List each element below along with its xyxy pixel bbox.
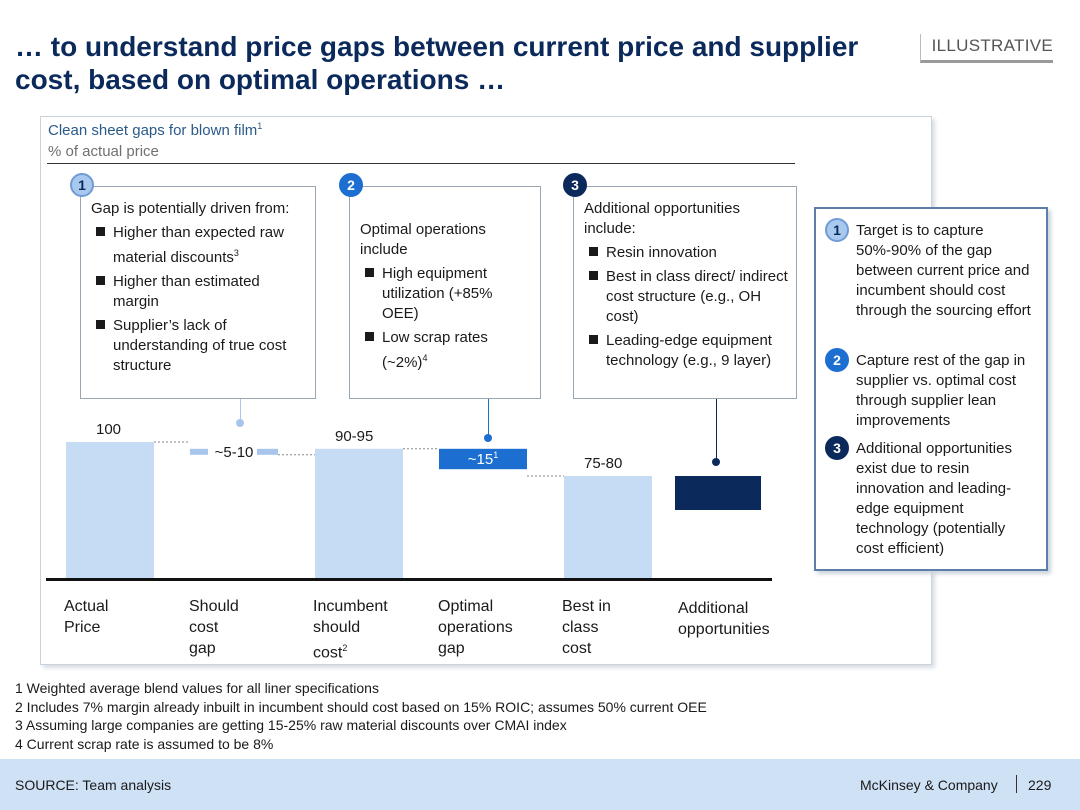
chart-title-rule <box>47 163 795 164</box>
chart-title-text: Clean sheet gaps for blown film <box>48 122 258 139</box>
bullet-icon <box>589 247 598 256</box>
callout-2-heading: Optimal operations include <box>360 221 486 258</box>
category-footnote: 2 <box>342 643 348 653</box>
callout-1-heading: Gap is potentially driven from: <box>91 200 290 217</box>
category-label-optimal-operations-gap: Optimal operations gap <box>438 598 513 657</box>
bar-optimal-operations-gap <box>439 448 527 470</box>
bar-should-cost-gap-left <box>190 448 208 455</box>
bullet-icon <box>589 335 598 344</box>
data-label-2: 90-95 <box>335 428 373 445</box>
x-axis <box>46 578 772 581</box>
bullet-icon <box>589 271 598 280</box>
data-label-should-cost-gap: ~5-10 <box>215 444 254 461</box>
footer-divider <box>1016 775 1017 793</box>
callout-3-heading: Additional opportunities include: <box>584 200 740 237</box>
bullet-icon <box>96 227 105 236</box>
summary-item-2: Capture rest of the gap in supplier vs. … <box>856 352 1026 429</box>
footnote-1: 1 Weighted average blend values for all … <box>15 680 379 696</box>
list-item-text: Leading-edge equipment technology (e.g.,… <box>606 332 772 369</box>
list-item: Higher than expected raw material discou… <box>91 223 307 268</box>
callout-1-list: Higher than expected raw material discou… <box>91 223 307 376</box>
bar-best-in-class-cost <box>564 476 652 578</box>
list-item: Best in class direct/ indirect cost stru… <box>584 267 788 327</box>
connector-line-2 <box>488 399 489 435</box>
callout-2-list: High equipment utilization (+85% OEE) Lo… <box>360 264 532 373</box>
bar-additional-opportunities <box>675 476 761 510</box>
list-item: Leading-edge equipment technology (e.g.,… <box>584 331 788 371</box>
company-name: McKinsey & Company <box>860 777 998 793</box>
connector-dot-1 <box>236 419 244 427</box>
callout-number-1: 1 <box>70 173 94 197</box>
category-label-additional-opportunities: Additional opportunities <box>678 600 770 638</box>
connector-line-1 <box>240 399 241 420</box>
bullet-icon <box>96 320 105 329</box>
callout-number-2: 2 <box>339 173 363 197</box>
category-label-should-cost-gap: Should cost gap <box>189 598 239 657</box>
callout-box-1: Gap is potentially driven from: Higher t… <box>80 186 316 399</box>
bullet-icon <box>96 276 105 285</box>
footer-bar <box>0 759 1080 810</box>
chart-title: Clean sheet gaps for blown film1 <box>48 121 262 139</box>
data-label-0: 100 <box>96 421 121 438</box>
callout-3-list: Resin innovation Best in class direct/ i… <box>584 243 788 371</box>
callout-box-2: Optimal operations include High equipmen… <box>349 186 541 399</box>
connector-line-3 <box>716 399 717 459</box>
page-title: … to understand price gaps between curre… <box>15 31 859 95</box>
footnote-2: 2 Includes 7% margin already inbuilt in … <box>15 698 707 715</box>
footnotes: 1 Weighted average blend values for all … <box>15 679 707 753</box>
connector-dot-2 <box>484 434 492 442</box>
bullet-icon <box>365 268 374 277</box>
summary-number-2: 2 <box>825 348 849 372</box>
list-item-text: Low scrap rates (~2%) <box>382 329 488 371</box>
footnote-4: 4 Current scrap rate is assumed to be 8% <box>15 735 274 752</box>
chart-title-footnote: 1 <box>257 121 263 131</box>
source-text: SOURCE: Team analysis <box>15 777 172 793</box>
data-label-optimal-operations-gap: ~151 <box>468 450 498 468</box>
summary-item-1: Target is to capture 50%-90% of the gap … <box>856 222 1031 319</box>
summary-number-3: 3 <box>825 436 849 460</box>
footnote-3: 3 Assuming large companies are getting 1… <box>15 717 567 733</box>
connector-dot-3 <box>712 458 720 466</box>
list-item-text: Supplier’s lack of understanding of true… <box>113 317 287 374</box>
list-item-text: Best in class direct/ indirect cost stru… <box>606 268 788 325</box>
category-label-best-in-class-cost: Best in class cost <box>562 598 611 657</box>
list-item-footnote: 3 <box>233 248 239 258</box>
summary-number-1: 1 <box>825 218 849 242</box>
list-item: Resin innovation <box>584 243 788 263</box>
page-number: 229 <box>1028 777 1052 793</box>
summary-box <box>814 207 1048 571</box>
bullet-icon <box>365 332 374 341</box>
callout-box-3: Additional opportunities include: Resin … <box>573 186 797 399</box>
category-label-incumbent-should-cost: Incumbent should cost2 <box>313 598 388 662</box>
illustrative-tag: ILLUSTRATIVE <box>920 34 1053 63</box>
list-item-text: Higher than expected raw material discou… <box>113 224 284 266</box>
data-label-footnote: 1 <box>493 450 498 460</box>
summary-item-3: Additional opportunities exist due to re… <box>856 440 1012 557</box>
chart-subtitle: % of actual price <box>48 143 159 160</box>
list-item-text: Higher than estimated margin <box>113 273 260 310</box>
list-item: Higher than estimated margin <box>91 272 307 312</box>
bar-actual-price <box>66 442 154 578</box>
bar-incumbent-should-cost <box>315 448 403 578</box>
list-item: Supplier’s lack of understanding of true… <box>91 316 307 376</box>
list-item: Low scrap rates (~2%)4 <box>360 328 532 373</box>
list-item-text: High equipment utilization (+85% OEE) <box>382 265 493 322</box>
list-item: High equipment utilization (+85% OEE) <box>360 264 532 324</box>
data-label-4: 75-80 <box>584 455 622 472</box>
list-item-text: Resin innovation <box>606 244 717 261</box>
category-label-actual-price: Actual Price <box>64 598 109 636</box>
callout-number-3: 3 <box>563 173 587 197</box>
bar-should-cost-gap-right <box>257 448 278 455</box>
list-item-footnote: 4 <box>422 353 428 363</box>
